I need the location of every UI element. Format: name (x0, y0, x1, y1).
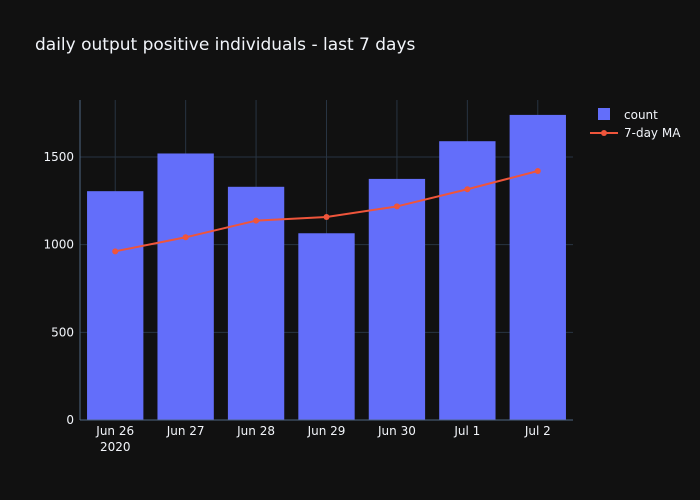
legend-count-swatch (598, 108, 610, 120)
chart-title: daily output positive individuals - last… (35, 35, 416, 55)
bar-series (87, 114, 566, 421)
ma-point[interactable] (253, 217, 260, 224)
ma-point[interactable] (323, 213, 330, 220)
legend[interactable]: count 7-day MA (590, 108, 681, 140)
x-tick-label: Jun 28 (236, 424, 275, 438)
y-tick-label: 1500 (43, 150, 74, 164)
ma-point[interactable] (464, 186, 471, 193)
bar[interactable] (298, 233, 355, 420)
legend-ma-label: 7-day MA (624, 126, 681, 140)
legend-count-label: count (624, 108, 658, 122)
bar[interactable] (368, 178, 426, 420)
y-tick-label: 1000 (43, 238, 74, 252)
x-tick-label: Jun 27 (166, 424, 205, 438)
line-series (112, 168, 541, 255)
x-tick-year-label: 2020 (100, 440, 131, 454)
bar[interactable] (439, 141, 496, 420)
bar[interactable] (87, 191, 144, 420)
ma-point[interactable] (393, 203, 400, 210)
legend-ma-marker (601, 130, 607, 136)
ma-point[interactable] (112, 248, 119, 255)
x-tick-label: Jun 26 (95, 424, 134, 438)
y-tick-label: 0 (66, 413, 74, 427)
y-tick-label: 500 (51, 325, 74, 339)
bar[interactable] (157, 153, 214, 421)
x-tick-label: Jun 30 (377, 424, 416, 438)
ma-point[interactable] (534, 168, 541, 175)
x-tick-label: Jul 1 (453, 424, 480, 438)
x-tick-label: Jul 2 (524, 424, 551, 438)
ma-point[interactable] (182, 234, 189, 241)
bar[interactable] (509, 114, 566, 420)
x-tick-label: Jun 29 (307, 424, 346, 438)
axes: 0 500 1000 1500 Jun 26 Jun 27 Jun 28 Jun 29 Jun … (43, 100, 573, 454)
